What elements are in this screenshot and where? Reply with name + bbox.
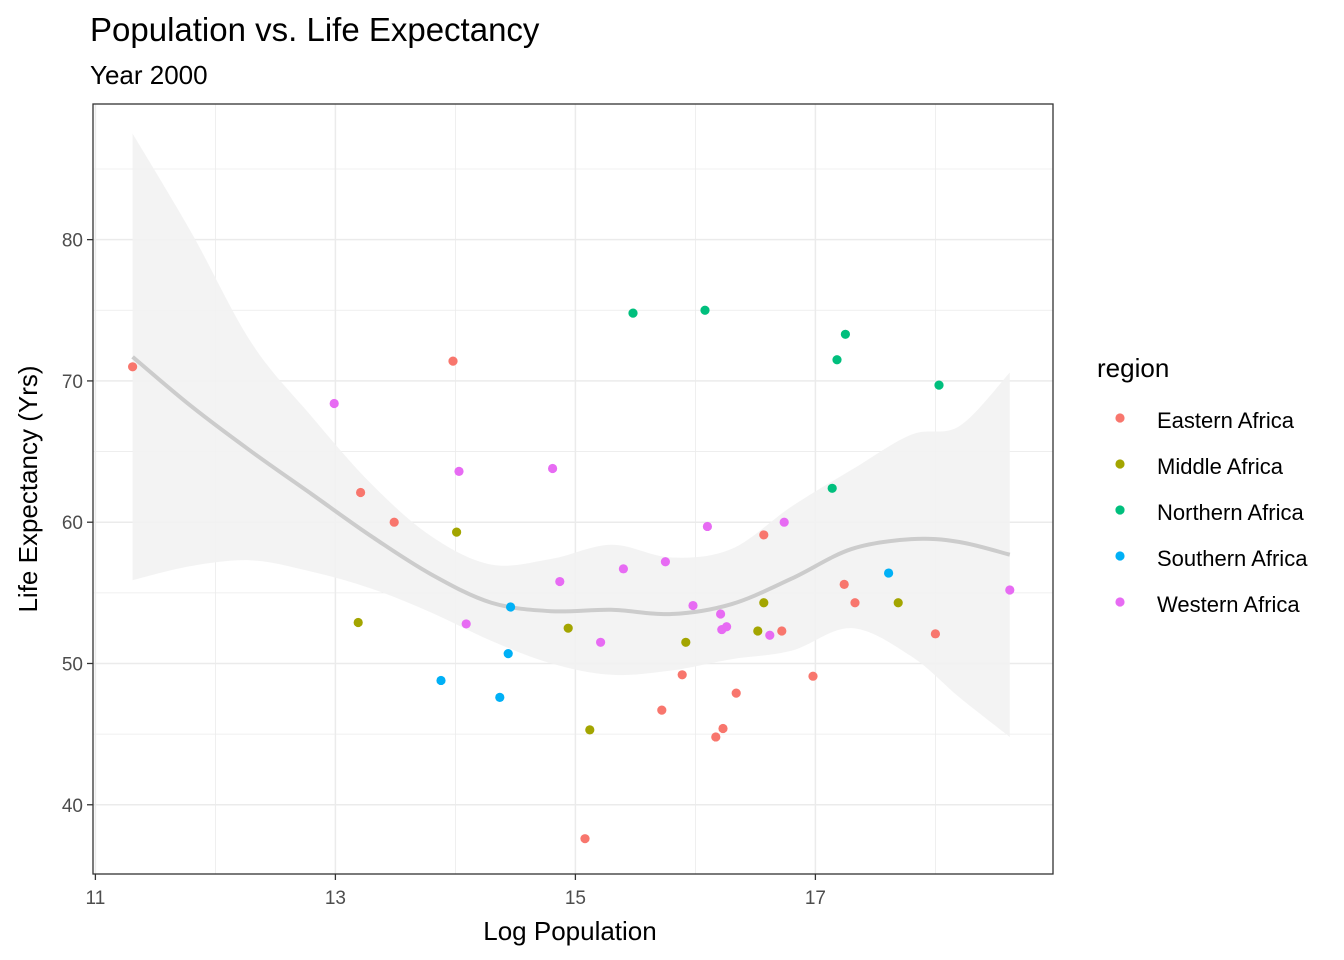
data-point xyxy=(506,602,516,612)
data-point xyxy=(580,834,590,844)
data-point xyxy=(765,630,775,640)
plot-panel-border xyxy=(92,103,1054,875)
x-tick-label: 17 xyxy=(805,888,826,909)
chart-subtitle: Year 2000 xyxy=(90,60,208,90)
legend-key xyxy=(1115,551,1125,561)
data-point xyxy=(353,617,363,628)
data-point xyxy=(329,398,339,409)
data-point xyxy=(884,568,894,578)
data-point xyxy=(711,732,721,742)
data-point xyxy=(452,527,462,537)
data-point xyxy=(832,355,842,365)
data-point xyxy=(839,579,849,589)
data-point xyxy=(628,308,638,318)
data-point xyxy=(461,619,471,629)
data-point xyxy=(759,530,769,540)
y-tick-label: 50 xyxy=(62,654,83,675)
legend-key xyxy=(1115,597,1125,607)
data-point xyxy=(657,705,667,715)
data-point xyxy=(503,648,513,659)
data-point xyxy=(753,626,763,636)
y-tick-label: 70 xyxy=(62,372,83,393)
data-point xyxy=(850,598,860,608)
data-point xyxy=(677,670,687,680)
legend-key xyxy=(1115,459,1125,469)
data-point xyxy=(596,637,606,647)
data-point xyxy=(548,463,558,474)
data-point xyxy=(495,692,505,702)
data-point xyxy=(356,487,366,498)
data-point xyxy=(585,725,595,735)
y-tick-label: 60 xyxy=(62,513,83,534)
legend-label: Southern Africa xyxy=(1157,546,1308,571)
data-point xyxy=(827,483,837,493)
data-point xyxy=(700,305,710,315)
legend-key xyxy=(1115,413,1125,423)
data-point xyxy=(389,517,399,527)
data-point xyxy=(722,622,732,632)
y-axis-title: Life Expectancy (Yrs) xyxy=(13,365,43,612)
legend-label: Northern Africa xyxy=(1157,500,1304,525)
x-tick-label: 11 xyxy=(86,888,106,909)
x-axis-title: Log Population xyxy=(483,916,656,946)
y-tick-label: 80 xyxy=(62,231,83,252)
legend-label: Middle Africa xyxy=(1157,454,1284,479)
data-point xyxy=(718,723,728,734)
data-point xyxy=(702,521,713,532)
legend: region Eastern Africa Middle Africa Northe… xyxy=(1097,353,1308,617)
data-point xyxy=(128,362,138,372)
data-point xyxy=(555,576,565,587)
x-tick-label: 15 xyxy=(565,888,586,909)
legend-title: region xyxy=(1097,353,1169,383)
smooth-trend-line xyxy=(131,355,1011,617)
data-point xyxy=(759,598,769,608)
confidence-band xyxy=(132,133,1010,737)
data-point xyxy=(840,329,851,339)
data-point xyxy=(893,598,903,608)
data-point xyxy=(688,600,698,611)
x-tick-label: 13 xyxy=(325,888,346,909)
data-points xyxy=(128,305,1015,844)
data-point xyxy=(660,557,671,567)
data-point xyxy=(808,671,818,681)
data-point xyxy=(448,356,458,366)
data-point xyxy=(563,623,573,633)
legend-label: Western Africa xyxy=(1157,592,1300,617)
data-point xyxy=(436,675,446,686)
smooth-line xyxy=(131,355,1011,617)
x-axis-ticks: 11 13 15 17 xyxy=(86,874,826,909)
data-point xyxy=(731,688,741,698)
data-point xyxy=(681,637,691,647)
y-axis-ticks: 40 50 60 70 80 xyxy=(62,231,93,817)
data-point xyxy=(454,466,464,476)
data-point xyxy=(777,626,787,636)
confidence-band-area xyxy=(132,133,1010,737)
y-tick-label: 40 xyxy=(62,796,83,817)
chart-title: Population vs. Life Expectancy xyxy=(90,11,540,48)
data-point xyxy=(618,564,629,574)
legend-label: Eastern Africa xyxy=(1157,408,1295,433)
data-point xyxy=(716,609,726,619)
data-point xyxy=(934,380,944,390)
legend-key xyxy=(1115,505,1125,515)
data-point xyxy=(1005,585,1015,595)
data-point xyxy=(779,517,789,527)
data-point xyxy=(930,629,941,639)
